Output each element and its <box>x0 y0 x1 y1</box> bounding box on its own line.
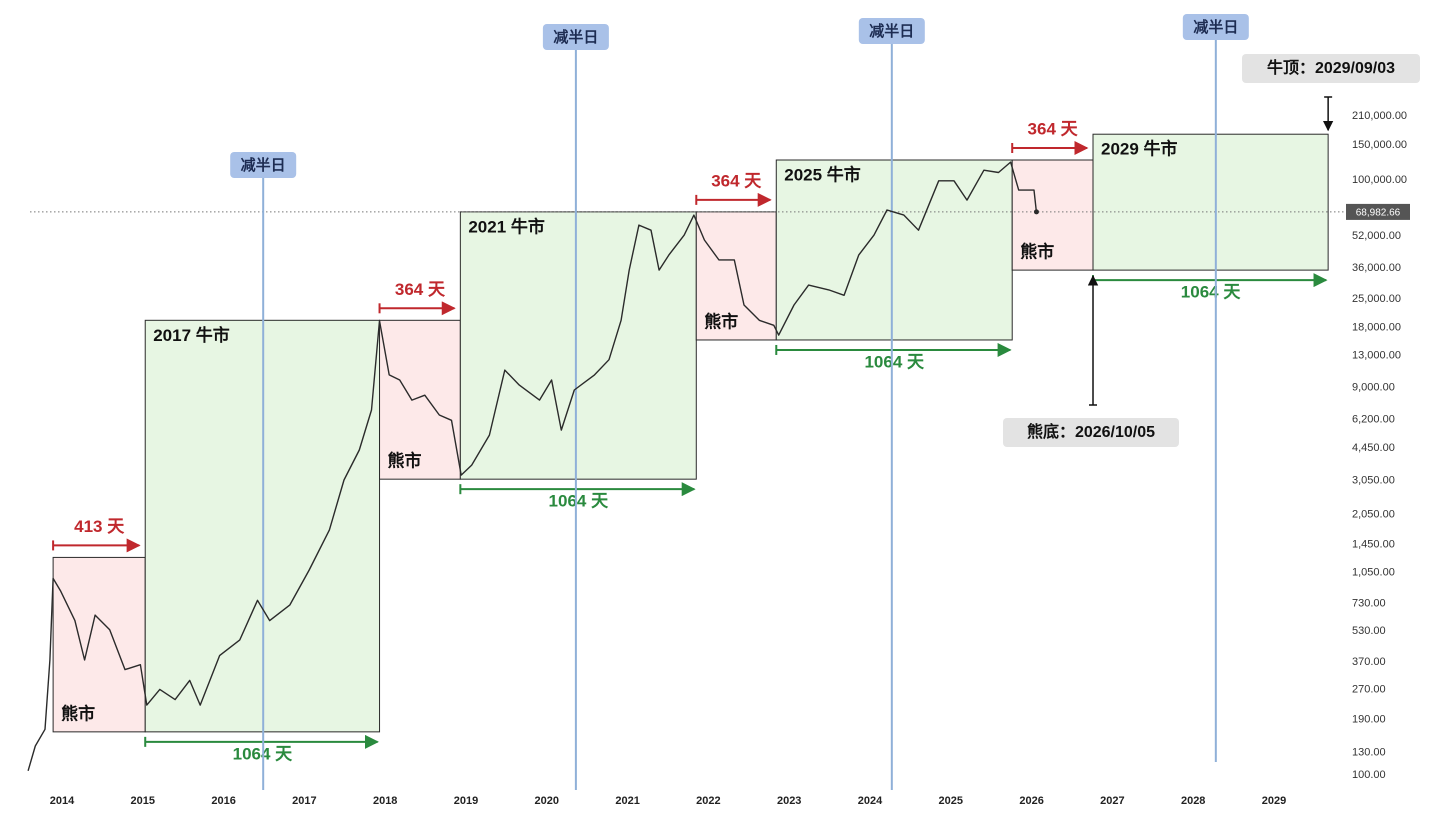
y-tick-label: 25,000.00 <box>1352 293 1401 305</box>
region-label: 2025 牛市 <box>784 164 861 184</box>
current-price-box <box>1346 203 1410 220</box>
bull-region <box>459 211 697 480</box>
bear-region <box>52 556 146 733</box>
duration-label: 1064 天 <box>1181 283 1242 302</box>
halving-label-box <box>542 24 609 50</box>
x-tick-label: 2018 <box>373 795 397 807</box>
region-label: 熊市 <box>61 703 95 723</box>
y-tick-label: 370.00 <box>1352 656 1386 668</box>
y-tick-label: 6,200.00 <box>1352 413 1395 425</box>
x-tick-label: 2023 <box>777 795 801 807</box>
y-tick-label: 530.00 <box>1352 625 1386 637</box>
y-tick-label: 9,000.00 <box>1352 381 1395 393</box>
region-label: 熊市 <box>1020 242 1054 262</box>
y-tick-label: 4,450.00 <box>1352 442 1395 454</box>
y-tick-label: 210,000.00 <box>1352 110 1407 122</box>
x-tick-label: 2029 <box>1262 795 1286 807</box>
x-tick-label: 2017 <box>292 795 316 807</box>
y-tick-label: 36,000.00 <box>1352 262 1401 274</box>
y-tick-label: 190.00 <box>1352 714 1386 726</box>
duration-label: 364 天 <box>711 171 762 190</box>
duration-label: 413 天 <box>74 517 125 536</box>
duration-label: 1064 天 <box>864 352 925 371</box>
callout-box <box>1242 54 1420 83</box>
y-tick-label: 3,050.00 <box>1352 474 1395 486</box>
x-tick-label: 2021 <box>615 795 639 807</box>
y-tick-label: 130.00 <box>1352 746 1386 758</box>
x-tick-label: 2022 <box>696 795 720 807</box>
region-label: 熊市 <box>388 451 422 471</box>
y-tick-label: 13,000.00 <box>1352 350 1401 362</box>
duration-label: 364 天 <box>395 280 446 299</box>
y-tick-label: 100,000.00 <box>1352 174 1407 186</box>
y-tick-label: 100.00 <box>1352 769 1386 781</box>
x-tick-label: 2026 <box>1019 795 1043 807</box>
halving-label: 减半日 <box>869 22 914 40</box>
bear-region <box>695 211 777 341</box>
x-tick-label: 2020 <box>535 795 559 807</box>
x-tick-label: 2016 <box>211 795 235 807</box>
duration-label: 1064 天 <box>549 492 610 511</box>
x-tick-label: 2027 <box>1100 795 1124 807</box>
bull-region <box>775 159 1013 341</box>
bull-region <box>1092 133 1329 271</box>
region-label: 熊市 <box>704 311 738 331</box>
y-tick-label: 2,050.00 <box>1352 509 1395 521</box>
callout-box <box>1003 418 1179 447</box>
callout-label: 牛顶：2029/09/03 <box>1267 58 1395 77</box>
x-tick-label: 2024 <box>858 795 883 807</box>
x-tick-label: 2014 <box>50 795 75 807</box>
price-line <box>27 161 1038 771</box>
halving-label-box <box>858 18 925 44</box>
y-tick-label: 1,450.00 <box>1352 539 1395 551</box>
x-tick-label: 2025 <box>939 795 963 807</box>
halving-label-box <box>230 152 297 178</box>
x-tick-label: 2019 <box>454 795 478 807</box>
y-tick-label: 270.00 <box>1352 683 1386 695</box>
last-price-dot <box>1033 209 1039 215</box>
current-price-label: 68,982.66 <box>1356 208 1401 219</box>
x-tick-label: 2015 <box>131 795 155 807</box>
duration-label: 364 天 <box>1028 119 1079 138</box>
y-tick-label: 150,000.00 <box>1352 139 1407 151</box>
halving-label: 减半日 <box>241 156 286 174</box>
bear-region <box>1011 159 1094 271</box>
y-tick-label: 1,050.00 <box>1352 566 1395 578</box>
y-tick-label: 52,000.00 <box>1352 230 1401 242</box>
halving-label-box <box>1182 14 1249 40</box>
region-label: 2029 牛市 <box>1101 139 1178 159</box>
y-tick-label: 730.00 <box>1352 598 1386 610</box>
region-label: 2021 牛市 <box>468 216 545 236</box>
halving-label: 减半日 <box>553 28 598 46</box>
halving-label: 减半日 <box>1193 18 1238 36</box>
region-label: 2017 牛市 <box>153 325 230 345</box>
y-tick-label: 18,000.00 <box>1352 322 1401 334</box>
callout-label: 熊底：2026/10/05 <box>1027 422 1155 441</box>
x-tick-label: 2028 <box>1181 795 1205 807</box>
